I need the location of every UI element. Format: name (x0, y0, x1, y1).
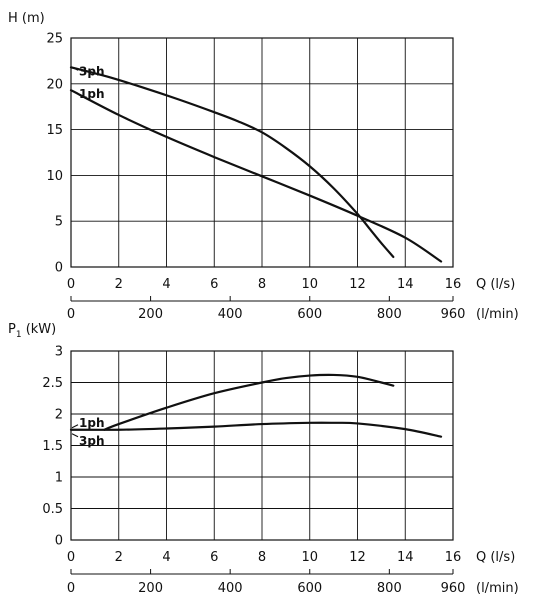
series-label-1ph: 1ph (79, 416, 104, 430)
y-tick-label: 2.5 (42, 376, 63, 391)
x-tick-label: 4 (162, 550, 170, 565)
curve-3ph (69, 66, 395, 259)
x-tick-label: 2 (115, 550, 123, 565)
label-leader (71, 89, 79, 94)
secondary-x-tick-label: 800 (377, 307, 402, 322)
x-tick-label: 10 (301, 277, 318, 292)
series-label-3ph: 3ph (79, 434, 104, 448)
x-tick-label: 6 (210, 277, 218, 292)
x-tick-label: 16 (445, 550, 462, 565)
y-tick-label: 15 (46, 123, 63, 138)
plot-frame (70, 350, 454, 541)
curve-1ph (103, 373, 395, 431)
x-tick-label: 8 (258, 550, 266, 565)
y-tick-label: 10 (46, 169, 63, 184)
x-tick-label: 8 (258, 277, 266, 292)
y-tick-label: 25 (46, 32, 63, 47)
head-chart: 0 5 10 15 20 25 0 2 4 6 8 10 12 14 16 Q (l/s) 0 200 400 600… (8, 11, 519, 322)
y-tick-label: 2 (55, 408, 63, 423)
series-label-1ph: 1ph (79, 87, 104, 101)
y-tick-label: 20 (46, 77, 63, 92)
x-tick-label: 2 (115, 277, 123, 292)
curve-1ph (69, 89, 443, 263)
secondary-x-axis-title: (l/min) (476, 581, 519, 596)
x-tick-label: 0 (67, 277, 75, 292)
y-tick-label: 1.5 (42, 439, 63, 454)
secondary-x-tick-label: 600 (297, 581, 322, 596)
secondary-x-tick-label: 400 (218, 307, 243, 322)
plot-frame (70, 37, 454, 268)
x-tick-label: 0 (67, 550, 75, 565)
label-leader (71, 433, 79, 438)
x-tick-label: 10 (301, 550, 318, 565)
x-tick-label: 14 (397, 550, 414, 565)
series-label-3ph: 3ph (79, 64, 104, 78)
x-tick-label: 6 (210, 550, 218, 565)
secondary-x-tick-label: 200 (138, 307, 163, 322)
label-leader (71, 424, 79, 429)
secondary-x-tick-label: 200 (138, 581, 163, 596)
y-axis-title: P1 (kW) (8, 322, 56, 340)
secondary-x-tick-label: 960 (441, 307, 466, 322)
y-tick-label: 1 (55, 471, 63, 486)
secondary-x-axis-title: (l/min) (476, 307, 519, 322)
secondary-x-tick-label: 0 (67, 581, 75, 596)
curve-3ph (69, 421, 443, 438)
secondary-x-tick-label: 600 (297, 307, 322, 322)
y-tick-label: 0.5 (42, 502, 63, 517)
x-tick-label: 12 (349, 550, 366, 565)
x-tick-label: 14 (397, 277, 414, 292)
y-tick-label: 0 (55, 534, 63, 549)
y-tick-label: 5 (55, 215, 63, 230)
y-tick-label: 3 (55, 345, 63, 360)
label-leader (71, 66, 79, 71)
x-axis-title: Q (l/s) (476, 277, 515, 292)
secondary-x-tick-label: 0 (67, 307, 75, 322)
y-tick-label: 0 (55, 261, 63, 276)
y-axis-title: H (m) (8, 11, 45, 26)
x-tick-label: 12 (349, 277, 366, 292)
x-tick-label: 4 (162, 277, 170, 292)
secondary-x-tick-label: 800 (377, 581, 402, 596)
x-tick-label: 16 (445, 277, 462, 292)
gridlines (70, 350, 454, 541)
x-axis-title: Q (l/s) (476, 550, 515, 565)
secondary-x-tick-label: 400 (218, 581, 243, 596)
power-chart: 0 0.5 1 1.5 2 2.5 3 0 2 4 6 8 10 12 14 16 Q (l/s) 0 200 400… (8, 322, 519, 596)
secondary-x-tick-label: 960 (441, 581, 466, 596)
